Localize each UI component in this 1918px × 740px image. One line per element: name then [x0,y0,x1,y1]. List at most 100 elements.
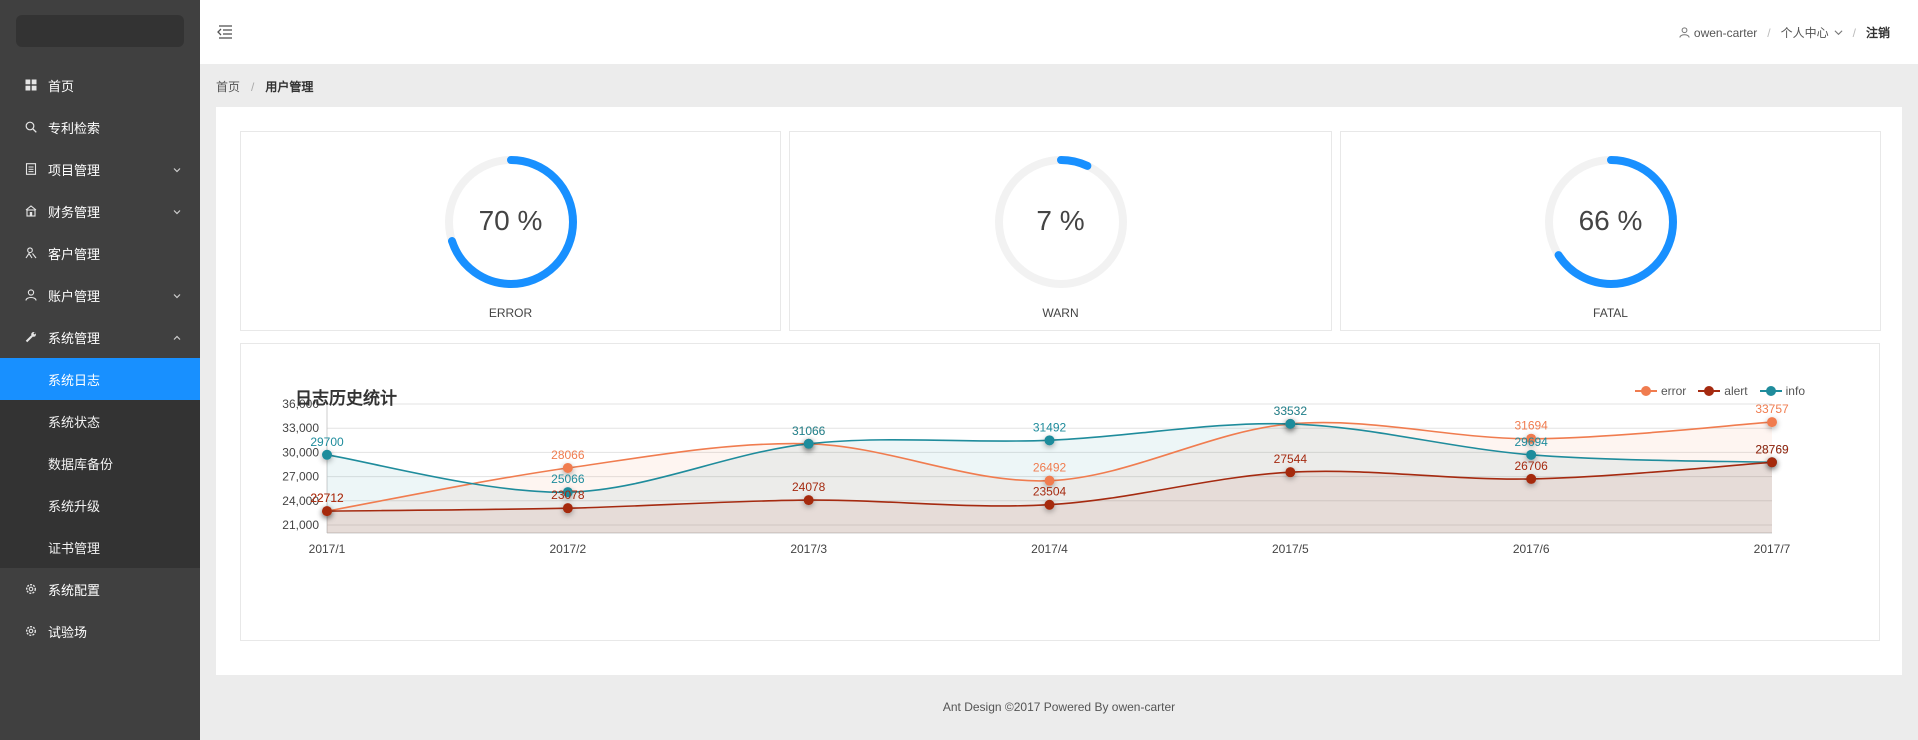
sidebar-item-label: 数据库备份 [48,456,114,472]
gauge-card-error: 70 % ERROR [240,131,781,331]
sidebar-subitem-system-upgrade[interactable]: 系统升级 [0,484,200,526]
info-data-label: 25066 [551,472,585,486]
gauge-percent: 70 % [478,205,543,236]
error-data-label: 26492 [1033,461,1067,475]
y-tick-label: 30,000 [282,445,319,459]
breadcrumb: 首页 / 用户管理 [216,78,313,95]
gauge-percent: 7 % [1036,205,1085,236]
legend-item-alert[interactable]: alert [1698,384,1748,398]
sidebar-subitem-db-backup[interactable]: 数据库备份 [0,442,200,484]
x-tick-label: 2017/4 [1031,542,1068,556]
alert-data-point[interactable] [322,506,332,517]
chart-legend: error alert info [1623,384,1805,398]
x-tick-label: 2017/1 [309,542,346,556]
breadcrumb-separator: / [251,79,255,94]
sidebar-item-patent-search[interactable]: 专利检索 [0,106,200,148]
info-data-label: 29694 [1514,435,1548,449]
header-separator: / [1767,25,1771,40]
sidebar-item-system[interactable]: 系统管理 [0,316,200,358]
info-data-point[interactable] [1285,418,1296,429]
header-username[interactable]: owen-carter [1693,25,1758,40]
logo[interactable] [16,15,184,47]
sidebar-item-finance[interactable]: 财务管理 [0,190,200,232]
chevron-down-icon [172,289,182,299]
y-tick-label: 33,000 [282,421,319,435]
error-data-point[interactable] [562,462,573,473]
sidebar-item-label: 证书管理 [48,540,101,556]
sidebar-item-project[interactable]: 项目管理 [0,148,200,190]
sidebar-item-label: 专利检索 [48,120,101,136]
menu-fold-icon[interactable] [216,24,234,40]
x-tick-label: 2017/7 [1754,542,1791,556]
x-tick-label: 2017/3 [790,542,827,556]
sidebar-item-label: 客户管理 [48,246,101,262]
log-history-chart-card: 21,000 24,000 27,000 30,000 33,000 36,000 2017… [240,343,1880,641]
info-data-point[interactable] [562,487,573,498]
gauge-label: FATAL [1593,306,1628,320]
info-data-point[interactable] [1044,435,1055,446]
sidebar-subitem-system-status[interactable]: 系统状态 [0,400,200,442]
alert-data-point[interactable] [1044,499,1055,510]
alert-data-label: 23078 [551,488,585,502]
sidebar-item-account[interactable]: 账户管理 [0,274,200,316]
header-separator: / [1852,25,1856,40]
gauge-card-fatal: 66 % FATAL [1340,131,1881,331]
gauge-label: ERROR [488,306,533,320]
customer-icon [24,246,38,260]
error-data-point[interactable] [1044,475,1055,486]
error-gauge-ring [444,156,577,288]
info-data-label: 29700 [310,435,344,449]
sidebar-item-home[interactable]: 首页 [0,64,200,106]
alert-data-point[interactable] [1526,473,1537,484]
info-data-point[interactable] [803,438,814,449]
info-data-label: 28769 [1755,442,1789,456]
gauge-label: WARN [1042,306,1079,320]
bank-icon [24,204,38,218]
sidebar-menu: 首页 专利检索 项目管理 财务管理 客户管理 账户管理 系统管理 系统日志 系统状态 数据库备份系… [0,64,200,652]
legend-label: info [1785,384,1805,398]
search-icon [24,120,38,134]
chevron-down-icon[interactable] [1834,28,1843,37]
sidebar-subitem-certificate[interactable]: 证书管理 [0,526,200,568]
legend-label: error [1660,384,1687,398]
legend-item-info[interactable]: info [1759,384,1805,398]
legend-item-error[interactable]: error [1634,384,1687,398]
alert-data-point[interactable] [1767,457,1777,468]
main-content: 70 % ERROR 7 % WARN 66 % FATAL 21,000 24,… [216,107,1902,675]
alert-data-point[interactable] [562,503,573,514]
setting-icon [24,582,38,596]
alert-data-label: 27544 [1274,452,1308,466]
sidebar-subitem-system-log[interactable]: 系统日志 [0,358,200,400]
fatal-gauge-ring [1544,156,1677,288]
sidebar-item-label: 首页 [48,78,75,94]
error-data-point[interactable] [1526,433,1537,444]
setting-icon [24,624,38,638]
logout-button[interactable]: 注销 [1865,26,1890,40]
info-data-label: 33532 [1274,404,1308,418]
alert-series-area [327,462,1772,533]
error-data-label: 31694 [1514,419,1548,433]
alert-data-point[interactable] [1285,467,1296,478]
header-user-area: owen-carter / 个人中心 / 注销 [1679,24,1890,41]
chart-title: 日志历史统计 [295,389,397,408]
legend-swatch [1634,386,1657,396]
sidebar-item-customer[interactable]: 客户管理 [0,232,200,274]
breadcrumb-home[interactable]: 首页 [216,80,241,94]
alert-data-point[interactable] [803,495,814,506]
alert-data-label: 24078 [792,480,826,494]
info-data-point[interactable] [1526,449,1537,460]
x-tick-label: 2017/5 [1272,542,1309,556]
gauge-card-warn: 7 % WARN [789,131,1332,331]
personal-center-dropdown[interactable]: 个人中心 [1780,26,1829,40]
info-data-point[interactable] [322,449,332,460]
error-series-area [327,422,1772,533]
error-data-point[interactable] [1767,417,1777,428]
sidebar-item-playground[interactable]: 试验场 [0,610,200,652]
info-data-label: 31066 [792,424,826,438]
system-submenu: 系统日志 系统状态数据库备份系统升级证书管理 [0,358,200,568]
sidebar-item-config[interactable]: 系统配置 [0,568,200,610]
sidebar-item-label: 系统配置 [48,582,101,598]
y-tick-label: 36,000 [282,397,319,411]
alert-data-label: 26706 [1514,459,1548,473]
user-icon [1679,27,1690,38]
